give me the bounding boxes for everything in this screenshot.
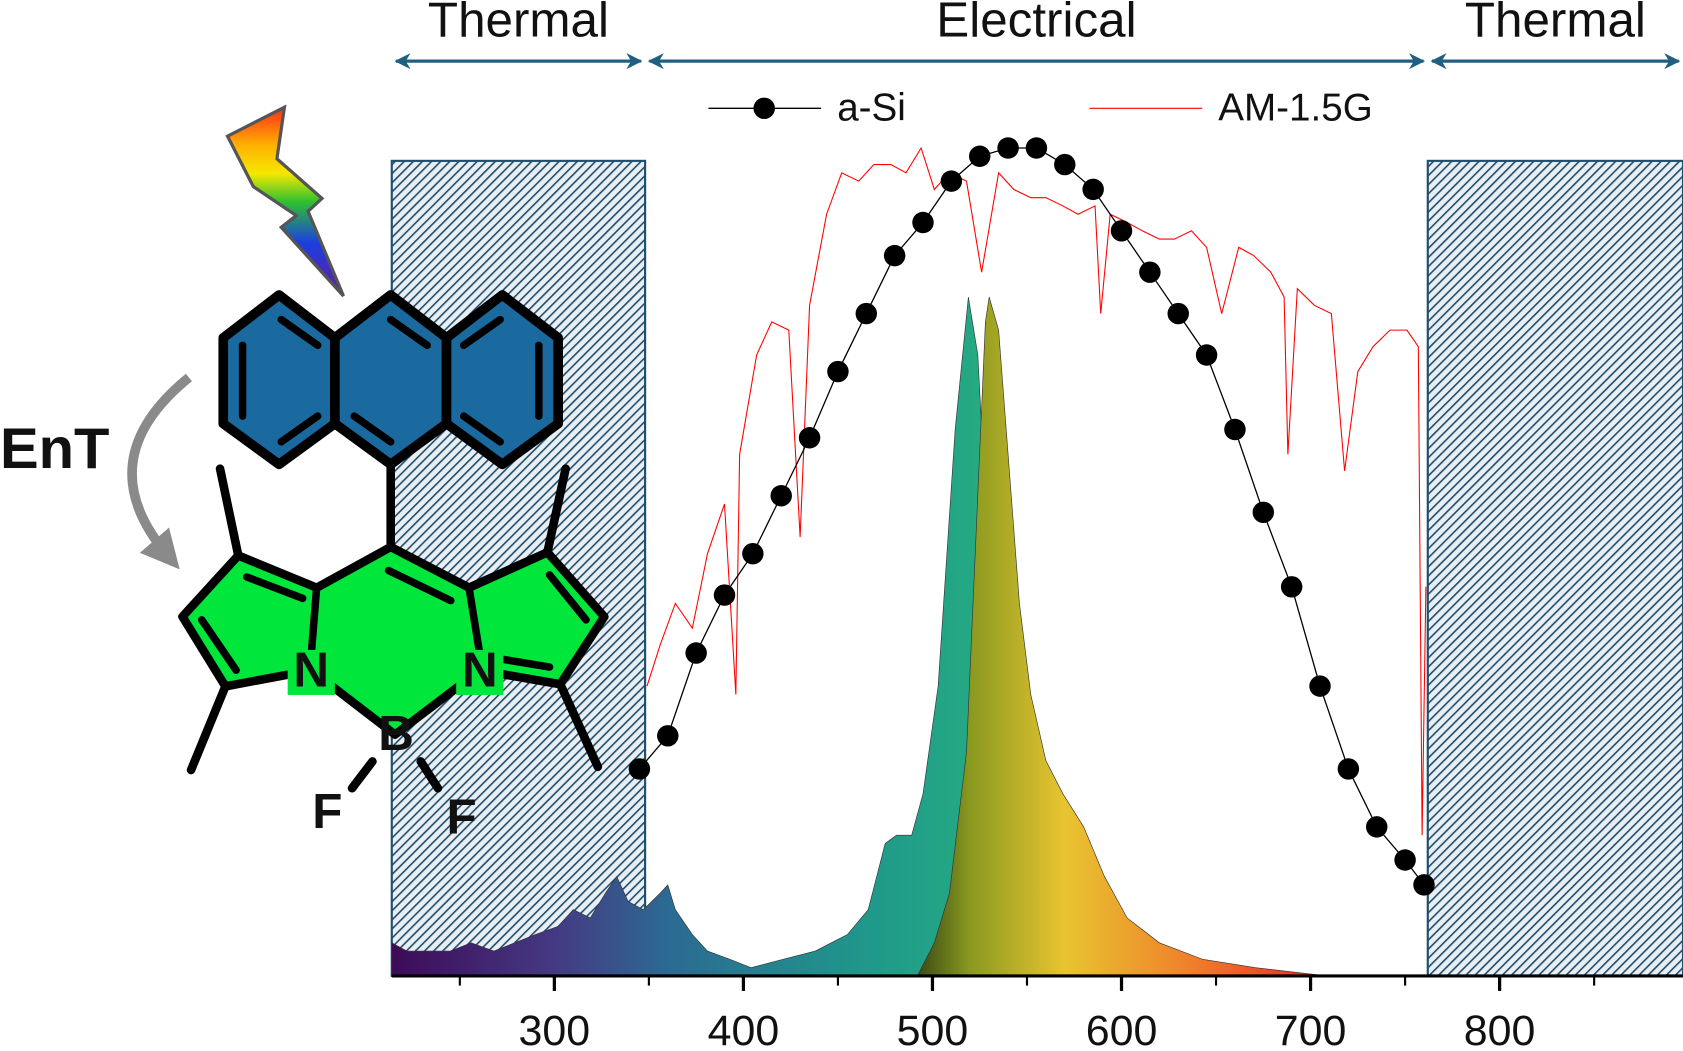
series-line [646, 146, 1427, 836]
plot [391, 137, 1435, 977]
data-point [1309, 675, 1331, 697]
emission-area [916, 296, 1328, 977]
x-tick-label: 300 [519, 1007, 591, 1051]
data-point [742, 542, 764, 565]
data-point [770, 485, 792, 507]
region-label: Thermal [1465, 0, 1646, 48]
data-point [1025, 137, 1048, 159]
region-label: Thermal [428, 0, 609, 48]
region-label: Electrical [936, 0, 1136, 48]
data-point [685, 642, 707, 664]
legend-marker [753, 97, 775, 120]
hatched-region [1426, 159, 1683, 978]
energy-transfer-label: EnT [0, 417, 109, 481]
data-point [1280, 576, 1303, 598]
data-point [1252, 501, 1275, 524]
data-point [628, 758, 651, 780]
bodipy-bonds [198, 566, 590, 675]
atom-label: N [293, 643, 329, 698]
data-point [883, 244, 906, 267]
data-point [855, 302, 878, 325]
data-point [912, 211, 934, 234]
data-point [657, 725, 679, 747]
data-point [968, 145, 991, 168]
data-point [1139, 261, 1161, 283]
x-tick-label: 500 [897, 1007, 969, 1051]
anthracene-double-bonds [238, 315, 543, 446]
data-point [1394, 849, 1416, 871]
x-tick-label: 400 [708, 1007, 780, 1051]
x-tick-label: 600 [1086, 1007, 1158, 1051]
data-point [798, 427, 821, 449]
energy-transfer-arrow [127, 373, 192, 570]
lightning-bolt [225, 104, 345, 298]
molecule: EnT N N B F F [0, 104, 609, 844]
legend-label: AM-1.5G [1218, 87, 1373, 130]
data-point [1195, 344, 1218, 366]
legend-label: a-Si [837, 87, 906, 130]
bonds [186, 460, 603, 793]
data-point [1054, 153, 1076, 176]
atom-label: B [378, 706, 414, 761]
data-point [713, 584, 736, 606]
x-tick-label: 800 [1464, 1007, 1536, 1051]
atom-labels: N N B F F [287, 643, 504, 844]
data-point [1413, 874, 1435, 896]
legend: a-Si AM-1.5G [708, 87, 1373, 130]
data-point [997, 137, 1019, 159]
data-point [1337, 758, 1360, 780]
data-point [1082, 178, 1104, 201]
data-point [827, 360, 849, 383]
atom-label: F [312, 784, 342, 839]
x-tick-label: 700 [1275, 1007, 1347, 1051]
x-axis: 300 400 500 600 700 800 [391, 974, 1683, 1051]
data-point [1366, 816, 1388, 838]
atom-label: N [462, 643, 498, 698]
data-point [1224, 418, 1246, 441]
data-point [1167, 302, 1189, 325]
atom-label: F [446, 789, 476, 844]
data-point [1110, 220, 1133, 242]
data-point [940, 170, 963, 192]
